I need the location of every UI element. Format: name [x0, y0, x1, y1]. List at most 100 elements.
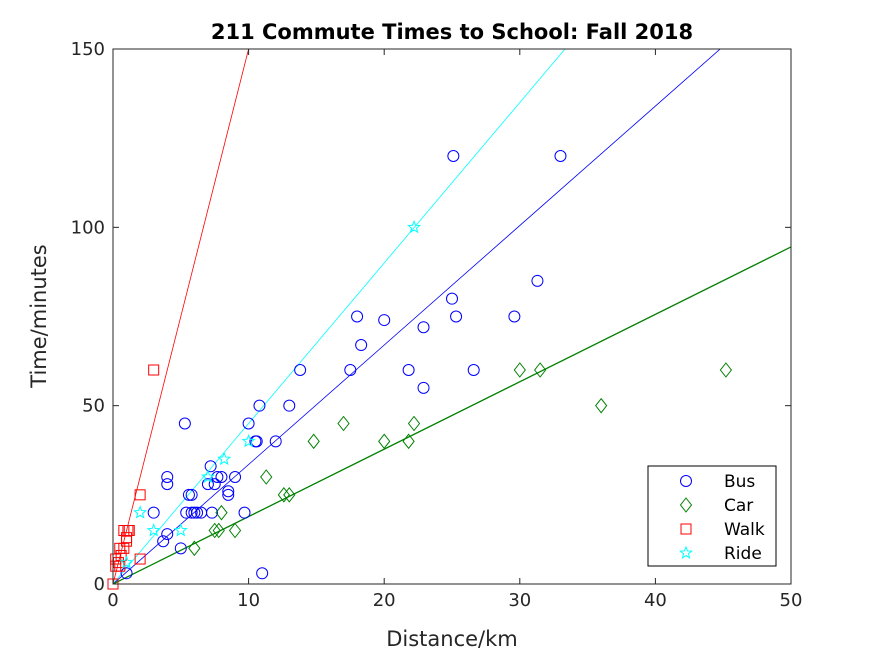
bus-point: [283, 399, 296, 412]
bus-point: [467, 364, 480, 376]
car-point: [283, 487, 296, 503]
car-point: [534, 362, 547, 378]
legend-entry-ride: Ride: [678, 544, 762, 564]
bus-point: [147, 506, 160, 519]
car-point: [260, 469, 273, 485]
bus-point: [204, 460, 217, 473]
walk-point: [121, 532, 133, 544]
y-tick-label: 100: [71, 217, 105, 238]
car-point: [378, 433, 391, 450]
x-axis-label: Distance/km: [386, 627, 518, 651]
bus-point: [554, 150, 567, 162]
trend-line-1: [113, 49, 566, 584]
bus-point: [344, 364, 357, 376]
car-point: [407, 415, 421, 432]
legend-marker-bus: [680, 475, 692, 487]
bus-point: [355, 339, 368, 352]
walk-point: [123, 525, 135, 536]
bus-point: [447, 150, 460, 162]
trend-line-3: [113, 246, 791, 584]
bus-point: [120, 567, 133, 580]
bus-point: [161, 478, 174, 491]
car-point: [402, 433, 415, 450]
car-point: [719, 362, 733, 378]
car-point: [228, 522, 242, 539]
ride-point: [407, 219, 422, 234]
series-bus: [120, 150, 567, 580]
bus-point: [294, 364, 307, 376]
bus-point: [208, 478, 221, 491]
walk-point: [110, 560, 122, 572]
x-tick-label: 10: [237, 590, 260, 611]
car-point: [215, 504, 228, 521]
legend-entry-bus: Bus: [680, 472, 755, 492]
walk-point: [118, 542, 130, 554]
bus-point: [157, 535, 170, 548]
ride-point: [146, 523, 161, 537]
bus-point: [446, 292, 458, 305]
walk-point: [134, 553, 146, 565]
bus-point: [188, 506, 201, 519]
x-tick-label: 20: [373, 590, 396, 611]
trend-line-2: [113, 49, 721, 584]
car-point: [277, 487, 290, 503]
legend-marker-ride: [678, 545, 694, 559]
bus-point: [256, 567, 269, 580]
bus-point: [238, 506, 251, 519]
trend-line-0: [113, 49, 250, 584]
legend-entry-walk: Walk: [680, 520, 765, 540]
series-car: [188, 362, 733, 557]
bus-point: [182, 488, 195, 501]
bus-point: [253, 399, 266, 412]
bus-point: [222, 488, 235, 501]
car-point: [513, 362, 526, 378]
legend-label: Bus: [724, 472, 755, 492]
bus-point: [402, 364, 415, 376]
ride-point: [217, 451, 232, 466]
ride-point: [133, 505, 148, 519]
legend: Bus Car Walk Ride: [647, 465, 777, 567]
walk-point: [148, 364, 160, 376]
series-walk: [107, 364, 160, 590]
ride-point: [200, 469, 215, 483]
bus-point: [229, 471, 242, 483]
walk-point: [134, 489, 146, 501]
bus-point: [161, 528, 174, 541]
plot-frame: [112, 48, 792, 585]
trend-lines: [113, 49, 791, 584]
bus-point: [508, 310, 521, 323]
bus-point: [201, 478, 214, 491]
x-tick-label: 50: [780, 590, 803, 611]
y-axis-label: Time/minutes: [27, 244, 51, 388]
car-point: [188, 540, 201, 557]
legend-label: Car: [724, 496, 753, 516]
ride-point: [173, 523, 188, 537]
bus-point: [531, 274, 544, 287]
bus-point: [242, 417, 255, 430]
legend-label: Walk: [724, 520, 765, 540]
legend-label: Ride: [724, 544, 762, 564]
bus-point: [205, 506, 218, 519]
bus-point: [174, 542, 187, 555]
x-tick-label: 30: [508, 590, 531, 611]
car-point: [212, 522, 225, 539]
bus-point: [378, 314, 391, 327]
bus-point: [417, 381, 430, 394]
bus-point: [185, 488, 198, 501]
bus-point: [250, 435, 263, 448]
axes: 0 10 20 30 40 50 0 50 100 150: [71, 39, 803, 611]
car-point: [595, 397, 608, 414]
car-point: [337, 415, 350, 432]
bus-point: [185, 506, 198, 519]
bus-point: [178, 417, 191, 430]
bus-point: [351, 310, 364, 323]
bus-point: [161, 471, 174, 483]
x-tick-label: 40: [644, 590, 667, 611]
bus-point: [450, 310, 463, 323]
car-point: [307, 433, 320, 450]
bus-point: [191, 506, 204, 519]
legend-entry-car: Car: [679, 496, 753, 516]
bus-point: [269, 435, 282, 448]
series-ride: [119, 219, 422, 569]
